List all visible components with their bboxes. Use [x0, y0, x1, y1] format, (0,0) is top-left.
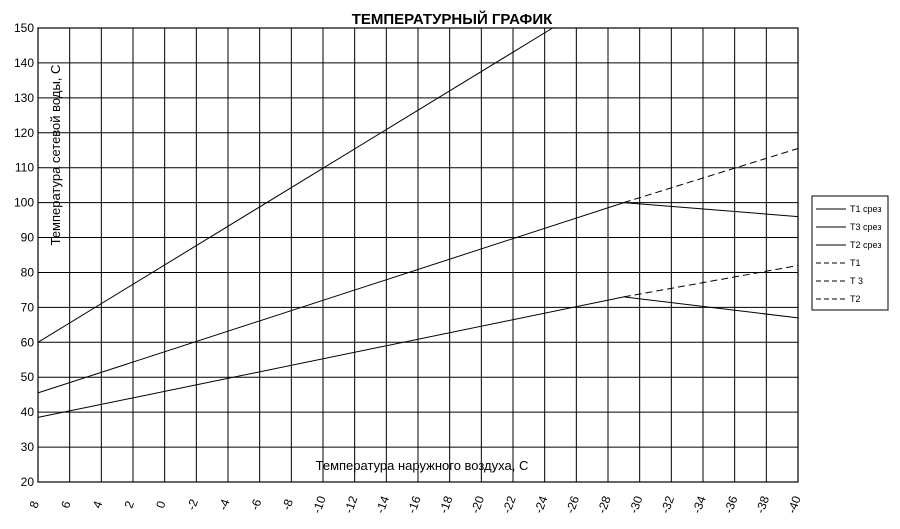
y-tick-labels: 20 30 40 50 60 70 80 90 100 110 120 130 140 150: [14, 21, 34, 489]
y-tick-label: 70: [21, 300, 35, 314]
x-tick-label: -8: [279, 497, 296, 512]
legend: Т1 срез Т3 срез Т2 срез Т1 Т 3 Т2: [811, 195, 889, 311]
x-tick-label: -12: [341, 494, 360, 515]
x-tick-label: -30: [626, 494, 645, 515]
x-tick-label: -34: [690, 494, 709, 515]
y-axis-label: Температура сетевой воды, С: [48, 65, 63, 246]
series-line-5: [623, 148, 799, 204]
x-tick-label: -40: [785, 494, 804, 515]
chart-title: ТЕМПЕРАТУРНЫЙ ГРАФИК: [352, 10, 553, 28]
x-tick-label: -38: [753, 494, 772, 515]
x-tick-label: 6: [58, 499, 74, 510]
x-tick-label: -2: [184, 497, 201, 512]
legend-box: [811, 195, 889, 311]
x-tick-label: -10: [310, 494, 329, 515]
grid: [37, 27, 799, 483]
y-tick-label: 150: [14, 21, 34, 35]
y-tick-label: 40: [21, 405, 35, 419]
x-tick-label: 2: [122, 499, 138, 510]
series-line-1: [37, 27, 553, 343]
y-tick-label: 100: [14, 196, 34, 210]
y-tick-label: 80: [21, 265, 35, 279]
x-tick-label: -26: [563, 494, 582, 515]
y-tick-label: 50: [21, 370, 35, 384]
x-axis-label: Температура наружного воздуха, С: [316, 458, 529, 473]
y-tick-label: 20: [21, 475, 35, 489]
x-tick-label: 8: [27, 499, 43, 510]
y-tick-label: 110: [15, 161, 34, 175]
x-tick-label: -22: [500, 494, 519, 515]
y-tick-label: 140: [14, 56, 34, 70]
y-tick-label: 60: [21, 335, 35, 349]
x-tick-label: -6: [248, 497, 265, 512]
x-tick-label: -14: [373, 494, 392, 515]
series-line-6: [623, 265, 799, 298]
x-tick-label: -4: [216, 497, 233, 512]
legend-label: Т3 срез: [850, 222, 881, 232]
y-tick-label: 130: [14, 91, 34, 105]
x-tick-label: -24: [531, 494, 550, 515]
x-tick-label: -36: [721, 494, 740, 515]
y-tick-label: 30: [21, 440, 35, 454]
x-tick-labels: 8 6 4 2 0 -2 -4 -6 -8 -10 -12 -14 -16 -18 -20 -22 -24 -26…: [27, 494, 804, 515]
y-tick-label: 120: [14, 126, 34, 140]
x-tick-label: -16: [405, 494, 424, 515]
x-tick-label: 4: [90, 499, 106, 510]
legend-label: Т2: [850, 294, 861, 304]
x-tick-label: -20: [468, 494, 487, 515]
x-tick-label: 0: [153, 499, 169, 510]
x-tick-label: -32: [658, 494, 677, 515]
legend-label: Т 3: [850, 276, 863, 286]
plot-frame: [37, 27, 799, 483]
x-tick-label: -28: [595, 494, 614, 515]
legend-label: Т1: [850, 258, 861, 268]
series-lines: [37, 27, 799, 418]
legend-label: Т2 срез: [850, 240, 881, 250]
y-tick-label: 90: [21, 231, 35, 245]
legend-label: Т1 срез: [850, 204, 881, 214]
x-tick-label: -18: [436, 494, 455, 515]
